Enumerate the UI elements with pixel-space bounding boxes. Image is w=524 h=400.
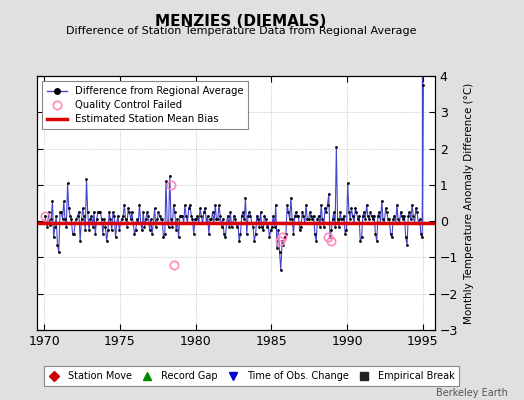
Text: Berkeley Earth: Berkeley Earth [436, 388, 508, 398]
Text: MENZIES (DIEMALS): MENZIES (DIEMALS) [155, 14, 327, 29]
Y-axis label: Monthly Temperature Anomaly Difference (°C): Monthly Temperature Anomaly Difference (… [464, 82, 474, 324]
Legend: Station Move, Record Gap, Time of Obs. Change, Empirical Break: Station Move, Record Gap, Time of Obs. C… [43, 366, 460, 386]
Legend: Difference from Regional Average, Quality Control Failed, Estimated Station Mean: Difference from Regional Average, Qualit… [42, 81, 248, 129]
Text: Difference of Station Temperature Data from Regional Average: Difference of Station Temperature Data f… [66, 26, 416, 36]
